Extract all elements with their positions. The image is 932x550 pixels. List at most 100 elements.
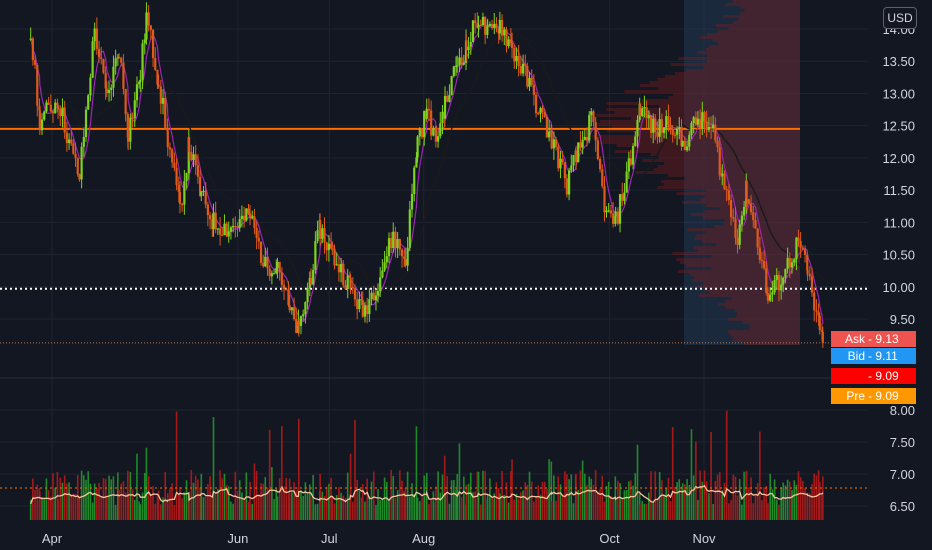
candle-body [80, 146, 83, 180]
volume-bar [413, 493, 416, 520]
volume-bar [577, 489, 580, 520]
profile-bar [711, 255, 800, 258]
volume-tick-label[interactable]: 7.00 [890, 467, 915, 482]
volume-bar [162, 497, 164, 520]
price-tick-label[interactable]: 13.00 [882, 86, 915, 101]
volume-ma-line [30, 484, 824, 505]
candle-body [51, 111, 55, 114]
volume-bar [70, 494, 73, 520]
volume-bar [784, 485, 787, 520]
volume-bar [656, 498, 659, 520]
profile-bar [740, 6, 800, 9]
volume-bar [499, 493, 501, 520]
candle-body [173, 162, 176, 168]
candle-body [306, 287, 309, 303]
candle-body [552, 139, 555, 149]
candle-body [588, 114, 591, 141]
volume-bar [588, 476, 591, 520]
volume-tick-label[interactable]: 7.50 [890, 435, 915, 450]
candle-body [124, 88, 127, 115]
volume-tick-label[interactable]: 8.00 [890, 403, 915, 418]
price-axis-panel[interactable] [868, 0, 932, 520]
volume-bar [513, 499, 516, 520]
candle-body [643, 107, 646, 109]
volume-bar [695, 441, 697, 520]
volume-bar [238, 480, 241, 520]
volume-bar [495, 482, 498, 520]
price-tick-label[interactable]: 12.50 [882, 119, 915, 134]
candle-body [33, 59, 37, 65]
volume-bar [34, 490, 36, 520]
candle-body [185, 173, 188, 182]
profile-bar [614, 150, 800, 153]
volume-bar [450, 480, 453, 520]
volume-bar [381, 498, 384, 520]
volume-bar [730, 500, 732, 520]
time-tick-label[interactable]: Apr [42, 531, 63, 546]
price-tick-label[interactable]: 12.00 [882, 151, 915, 166]
profile-bar [744, 9, 800, 12]
candle-body [743, 206, 746, 216]
time-tick-label[interactable]: Aug [412, 531, 435, 546]
candle-body [773, 280, 776, 293]
price-tick-label[interactable]: 10.50 [882, 248, 915, 263]
candle-body [517, 56, 520, 67]
price-tick-label[interactable]: 11.50 [883, 183, 915, 198]
time-axis[interactable]: Apr Jun Jul Aug Oct Nov [0, 524, 932, 550]
candle-body [460, 57, 463, 65]
profile-bar [606, 129, 800, 132]
currency-badge[interactable]: USD [883, 7, 917, 29]
candle-body [509, 39, 512, 43]
price-tick-label[interactable]: 10.00 [882, 280, 915, 295]
candle-body [647, 115, 650, 119]
candle-body [270, 273, 273, 277]
price-tick-label[interactable]: 13.50 [882, 54, 915, 69]
price-tick-label[interactable]: 11.00 [883, 215, 915, 230]
candle-body [70, 139, 73, 144]
profile-bar [724, 3, 800, 6]
profile-bar [691, 213, 800, 216]
profile-bar [631, 147, 800, 150]
candle-body [594, 122, 597, 141]
candles[interactable] [29, 2, 824, 348]
time-tick-label[interactable]: Nov [692, 531, 716, 546]
volume-bar [266, 487, 269, 520]
profile-bar [650, 153, 800, 156]
volume-tick-label[interactable]: 6.50 [890, 499, 915, 514]
candle-body [157, 84, 160, 87]
candle-body [361, 300, 364, 317]
candle-body [579, 142, 582, 148]
volume-bar [581, 460, 584, 520]
volume-bar [249, 481, 251, 520]
volume-bar [223, 473, 226, 520]
price-axis[interactable]: 14.0013.5013.0012.5012.0011.5011.0010.50… [882, 22, 915, 514]
price-tag-name: Pre [846, 389, 865, 403]
volume-bar [403, 491, 406, 520]
candle-body [91, 41, 94, 78]
candle-body [168, 147, 172, 150]
candle-body [363, 305, 367, 317]
time-tick-label[interactable]: Jul [321, 531, 338, 546]
time-tick-label[interactable]: Oct [599, 531, 620, 546]
volume-bar [771, 489, 774, 520]
volume-bar [306, 494, 309, 520]
volume-bar [710, 432, 712, 520]
candle-body [379, 277, 382, 292]
time-axis-panel[interactable] [0, 524, 932, 550]
profile-bar [705, 195, 800, 198]
volume-bar [799, 477, 802, 520]
price-tick-label[interactable]: 9.50 [890, 312, 915, 327]
time-tick-label[interactable]: Jun [227, 531, 248, 546]
volume-bar [661, 480, 663, 520]
volume-bar [360, 497, 363, 520]
volume-bar [139, 504, 142, 520]
profile-bar [736, 312, 800, 315]
candle-body [299, 316, 303, 326]
volume-bar [50, 496, 52, 520]
volume-bar [68, 482, 70, 520]
volume-bar [268, 429, 271, 520]
profile-bar [723, 222, 800, 225]
profile-bar [693, 246, 800, 249]
volume-bar [63, 475, 66, 520]
